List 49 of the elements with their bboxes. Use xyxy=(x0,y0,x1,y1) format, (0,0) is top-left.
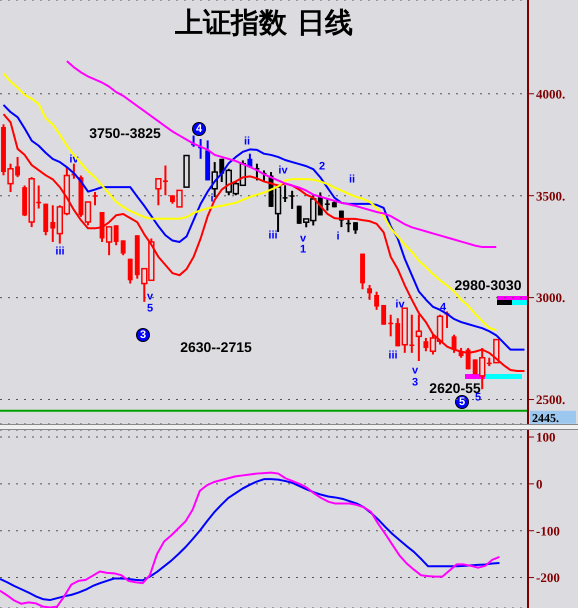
candlestick xyxy=(416,314,422,362)
candlestick xyxy=(290,190,295,210)
chart-title: 上证指数 日线 xyxy=(174,5,354,41)
candlestick xyxy=(452,334,457,354)
annotation: iv xyxy=(395,298,405,310)
annotation: iii xyxy=(388,350,398,362)
y-tick-label: 3500. xyxy=(536,188,566,204)
annotation: 3 xyxy=(412,376,418,388)
annotation: iii xyxy=(55,246,65,258)
circle-badge: 5 xyxy=(455,395,469,409)
annotation: 4 xyxy=(196,122,202,134)
y-tick-label: -200 xyxy=(536,570,560,586)
candlestick xyxy=(346,218,351,234)
annotation: 5 xyxy=(146,302,154,314)
annotation: 1 xyxy=(300,244,306,256)
annotation: 5 xyxy=(474,392,482,404)
annotation: 2 xyxy=(318,160,326,172)
annotation: 5 xyxy=(458,396,466,408)
candlestick xyxy=(353,221,358,235)
annotation: iv xyxy=(278,164,288,176)
ref-line-label: 2445. xyxy=(532,410,559,425)
annotation: v xyxy=(146,290,154,302)
y-tick-label: 4000. xyxy=(536,86,566,102)
annotation: 4 xyxy=(440,302,446,314)
candlestick xyxy=(324,198,330,212)
y-tick-label: 100 xyxy=(536,430,556,445)
annotation: iii xyxy=(268,230,278,242)
circle-badge: 4 xyxy=(192,122,206,136)
annotation: 3750--3825 xyxy=(89,125,161,141)
annotation: v xyxy=(300,232,306,244)
candlestick xyxy=(367,284,372,301)
annotation: ii xyxy=(244,136,250,148)
annotation: v xyxy=(412,364,418,376)
y-tick-label: 3000. xyxy=(536,290,566,306)
candlestick xyxy=(120,239,126,256)
candlestick xyxy=(128,258,133,285)
annotation: i xyxy=(336,230,340,242)
candlestick xyxy=(92,191,98,206)
annotation: 3 xyxy=(140,328,146,340)
candlestick xyxy=(388,314,394,338)
candlestick xyxy=(374,290,380,311)
annotation: 2630--2715 xyxy=(180,339,252,355)
circle-badge: 3 xyxy=(136,328,150,342)
y-tick-label: 0 xyxy=(536,476,542,492)
y-tick-label: 2500. xyxy=(536,392,566,408)
y-tick-label: -100 xyxy=(536,523,560,538)
annotation: ii xyxy=(348,174,356,186)
annotation: i xyxy=(210,192,214,204)
annotation: 2980-3030 xyxy=(454,277,522,293)
